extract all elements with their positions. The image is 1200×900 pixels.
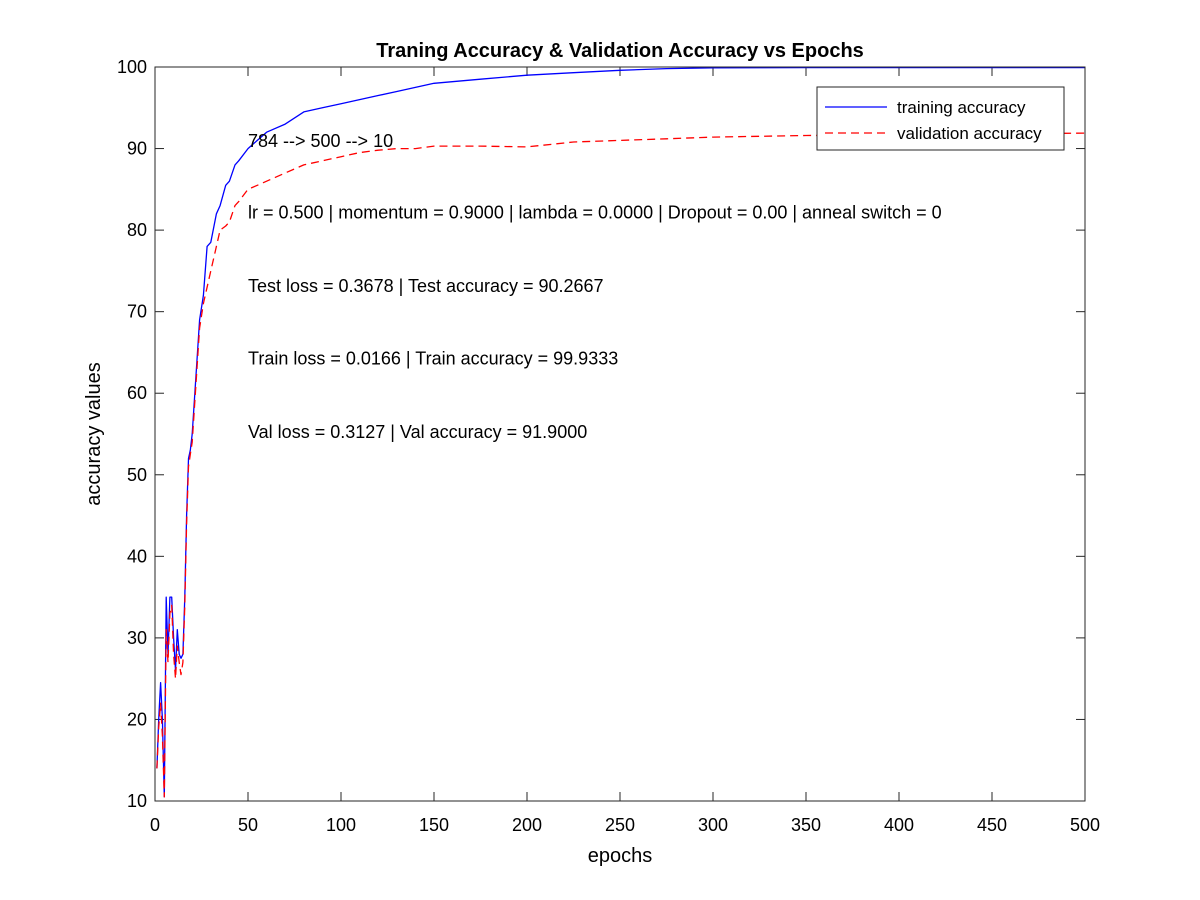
y-tick-label: 100 [117,57,147,77]
annotation-text: Val loss = 0.3127 | Val accuracy = 91.90… [248,422,587,442]
y-axis-label: accuracy values [83,362,105,505]
plot-area [155,67,1085,801]
y-tick-label: 10 [127,791,147,811]
legend: training accuracy validation accuracy [816,86,1065,151]
x-tick-label: 200 [512,815,542,835]
legend-label: validation accuracy [897,124,1042,143]
x-tick-label: 150 [419,815,449,835]
y-tick-label: 30 [127,628,147,648]
y-tick-label: 70 [127,302,147,322]
x-tick-label: 50 [238,815,258,835]
annotation-layer: 784 --> 500 --> 10 lr = 0.500 | momentum … [248,131,942,442]
x-tick-label: 0 [150,815,160,835]
y-tick-label: 60 [127,383,147,403]
legend-box [816,86,1065,151]
y-tick-label: 90 [127,139,147,159]
annotation-text: Train loss = 0.0166 | Train accuracy = 9… [248,349,618,369]
x-tick-label: 500 [1070,815,1100,835]
annotation-text: lr = 0.500 | momentum = 0.9000 | lambda … [248,203,942,223]
legend-label: training accuracy [897,98,1026,117]
chart-title: Traning Accuracy & Validation Accuracy v… [376,40,864,62]
y-tick-label: 40 [127,546,147,566]
x-axis-label: epochs [588,845,653,867]
x-tick-label: 400 [884,815,914,835]
axes-box [154,66,1086,802]
tick-layer: 0 50 100 150 200 250 300 350 400 450 500 10 20 30 40 50… [117,57,1100,835]
x-tick-label: 250 [605,815,635,835]
x-tick-label: 450 [977,815,1007,835]
annotation-text: Test loss = 0.3678 | Test accuracy = 90.… [248,276,604,296]
series-line-validation-accuracy [156,132,1086,798]
x-tick-label: 300 [698,815,728,835]
series-layer [156,66,1086,798]
y-tick-label: 20 [127,709,147,729]
annotation-text: 784 --> 500 --> 10 [248,131,393,151]
x-tick-label: 350 [791,815,821,835]
y-tick-label: 50 [127,465,147,485]
y-tick-label: 80 [127,220,147,240]
x-tick-label: 100 [326,815,356,835]
